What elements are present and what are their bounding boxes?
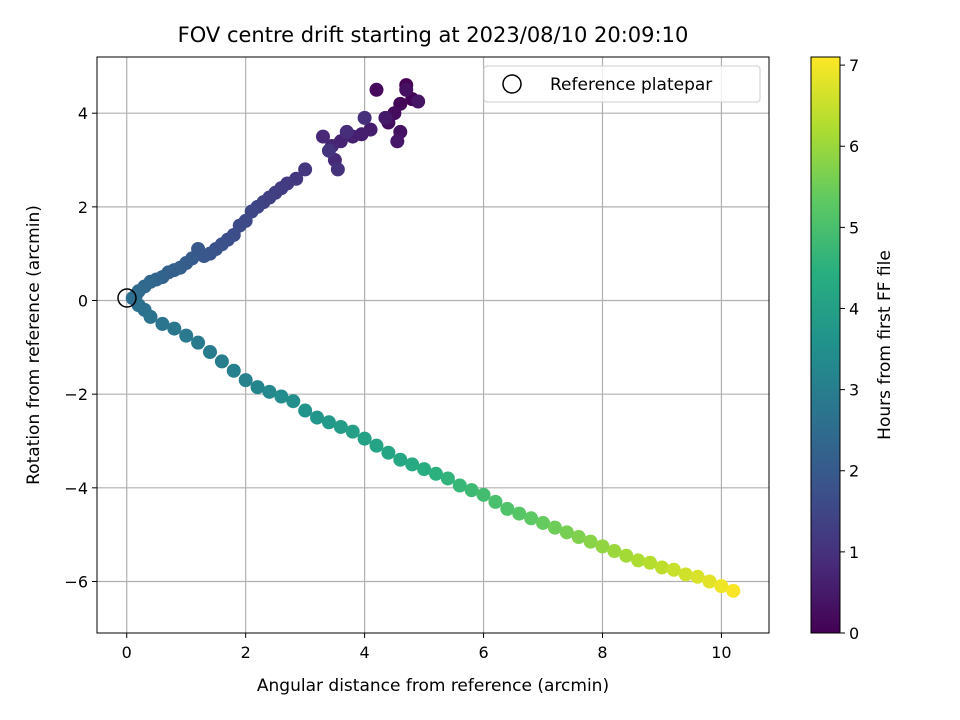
data-point	[378, 110, 393, 125]
data-point	[726, 583, 741, 598]
data-point	[476, 487, 491, 502]
data-point	[167, 321, 182, 336]
data-point	[571, 530, 586, 544]
data-point	[678, 567, 693, 582]
chart-title: FOV centre drift starting at 2023/08/10 …	[178, 23, 689, 47]
data-point	[702, 574, 717, 589]
data-point	[607, 544, 622, 559]
colorbar: 0 1 2 3 4 5 6 7 Hours from first FF file	[810, 56, 895, 643]
data-point	[274, 389, 289, 404]
data-point	[536, 515, 551, 530]
data-point	[339, 124, 354, 139]
data-point	[654, 560, 669, 575]
reference-platepar-marker	[117, 288, 137, 308]
data-point	[399, 82, 414, 97]
data-point	[179, 328, 194, 343]
data-point	[191, 335, 206, 350]
legend-marker-icon	[502, 74, 522, 94]
data-point	[393, 452, 408, 467]
colorbar-tick-label: 2	[849, 462, 859, 481]
data-point	[488, 494, 503, 509]
data-point	[631, 553, 646, 568]
colorbar-tick-label: 5	[849, 218, 859, 237]
colorbar-tick-label: 4	[849, 299, 859, 318]
colorbar-tick-label: 7	[849, 56, 859, 75]
data-point	[512, 506, 527, 521]
data-point	[690, 569, 705, 584]
y-tick-label: 2	[78, 198, 88, 217]
y-tick-label: −6	[64, 572, 88, 591]
data-point	[155, 316, 170, 331]
data-point	[428, 466, 443, 481]
data-point	[250, 380, 265, 395]
colorbar-tick-label: 1	[849, 543, 859, 562]
data-point	[345, 424, 360, 439]
data-point	[202, 345, 217, 360]
x-tick-label: 10	[711, 643, 731, 662]
data-point	[315, 129, 330, 144]
data-point	[619, 548, 634, 563]
data-point	[369, 82, 384, 97]
data-point	[238, 373, 253, 388]
data-point	[464, 483, 479, 498]
scatter-points	[125, 78, 741, 598]
data-point	[330, 162, 345, 177]
data-point	[333, 419, 348, 434]
colorbar-tick-label: 0	[849, 624, 859, 643]
colorbar-tick-label: 6	[849, 137, 859, 156]
data-point	[452, 478, 467, 493]
data-point	[321, 143, 336, 158]
data-point	[381, 445, 396, 460]
data-point	[369, 438, 384, 453]
plot-area-frame	[96, 56, 770, 634]
y-axis-title: Rotation from reference (arcmin)	[24, 205, 44, 485]
data-point	[298, 403, 313, 418]
data-point	[143, 309, 158, 324]
x-tick-label: 6	[478, 643, 488, 662]
data-point	[262, 384, 277, 399]
legend-label: Reference platepar	[550, 75, 712, 95]
data-point	[405, 457, 420, 472]
data-point	[643, 555, 658, 570]
y-tick-label: −4	[64, 479, 88, 498]
legend-box	[483, 65, 761, 103]
data-point	[286, 394, 301, 409]
data-point	[214, 354, 229, 369]
colorbar-ticks: 0 1 2 3 4 5 6 7	[840, 56, 859, 643]
data-point	[390, 134, 405, 149]
data-point	[559, 525, 574, 540]
data-point	[524, 511, 539, 526]
x-tick-label: 0	[122, 643, 132, 662]
legend: Reference platepar	[483, 65, 761, 103]
x-tick-label: 4	[360, 643, 370, 662]
data-point	[321, 415, 336, 430]
data-point	[666, 562, 681, 577]
data-point	[310, 410, 325, 425]
grid	[97, 57, 769, 633]
y-tick-label: −2	[64, 385, 88, 404]
data-point	[714, 579, 729, 594]
x-tick-label: 2	[241, 643, 251, 662]
data-point	[226, 363, 241, 378]
axis-ticks: 0 2 4 6 8 10 −6 −4 −2 0 2 4	[64, 104, 731, 662]
colorbar-gradient	[810, 56, 841, 634]
colorbar-tick-label: 3	[849, 381, 859, 400]
data-point	[357, 110, 372, 125]
data-point	[595, 539, 610, 554]
data-point	[411, 94, 426, 109]
y-tick-label: 0	[78, 292, 88, 311]
data-point	[440, 471, 455, 486]
x-axis-title: Angular distance from reference (arcmin)	[257, 676, 609, 696]
x-tick-label: 8	[597, 643, 607, 662]
data-point	[357, 431, 372, 446]
y-tick-label: 4	[78, 104, 88, 123]
data-point	[547, 520, 562, 535]
data-point	[583, 534, 598, 549]
data-point	[500, 501, 515, 516]
colorbar-title: Hours from first FF file	[875, 250, 895, 440]
data-point	[298, 162, 313, 177]
data-point	[417, 462, 432, 477]
